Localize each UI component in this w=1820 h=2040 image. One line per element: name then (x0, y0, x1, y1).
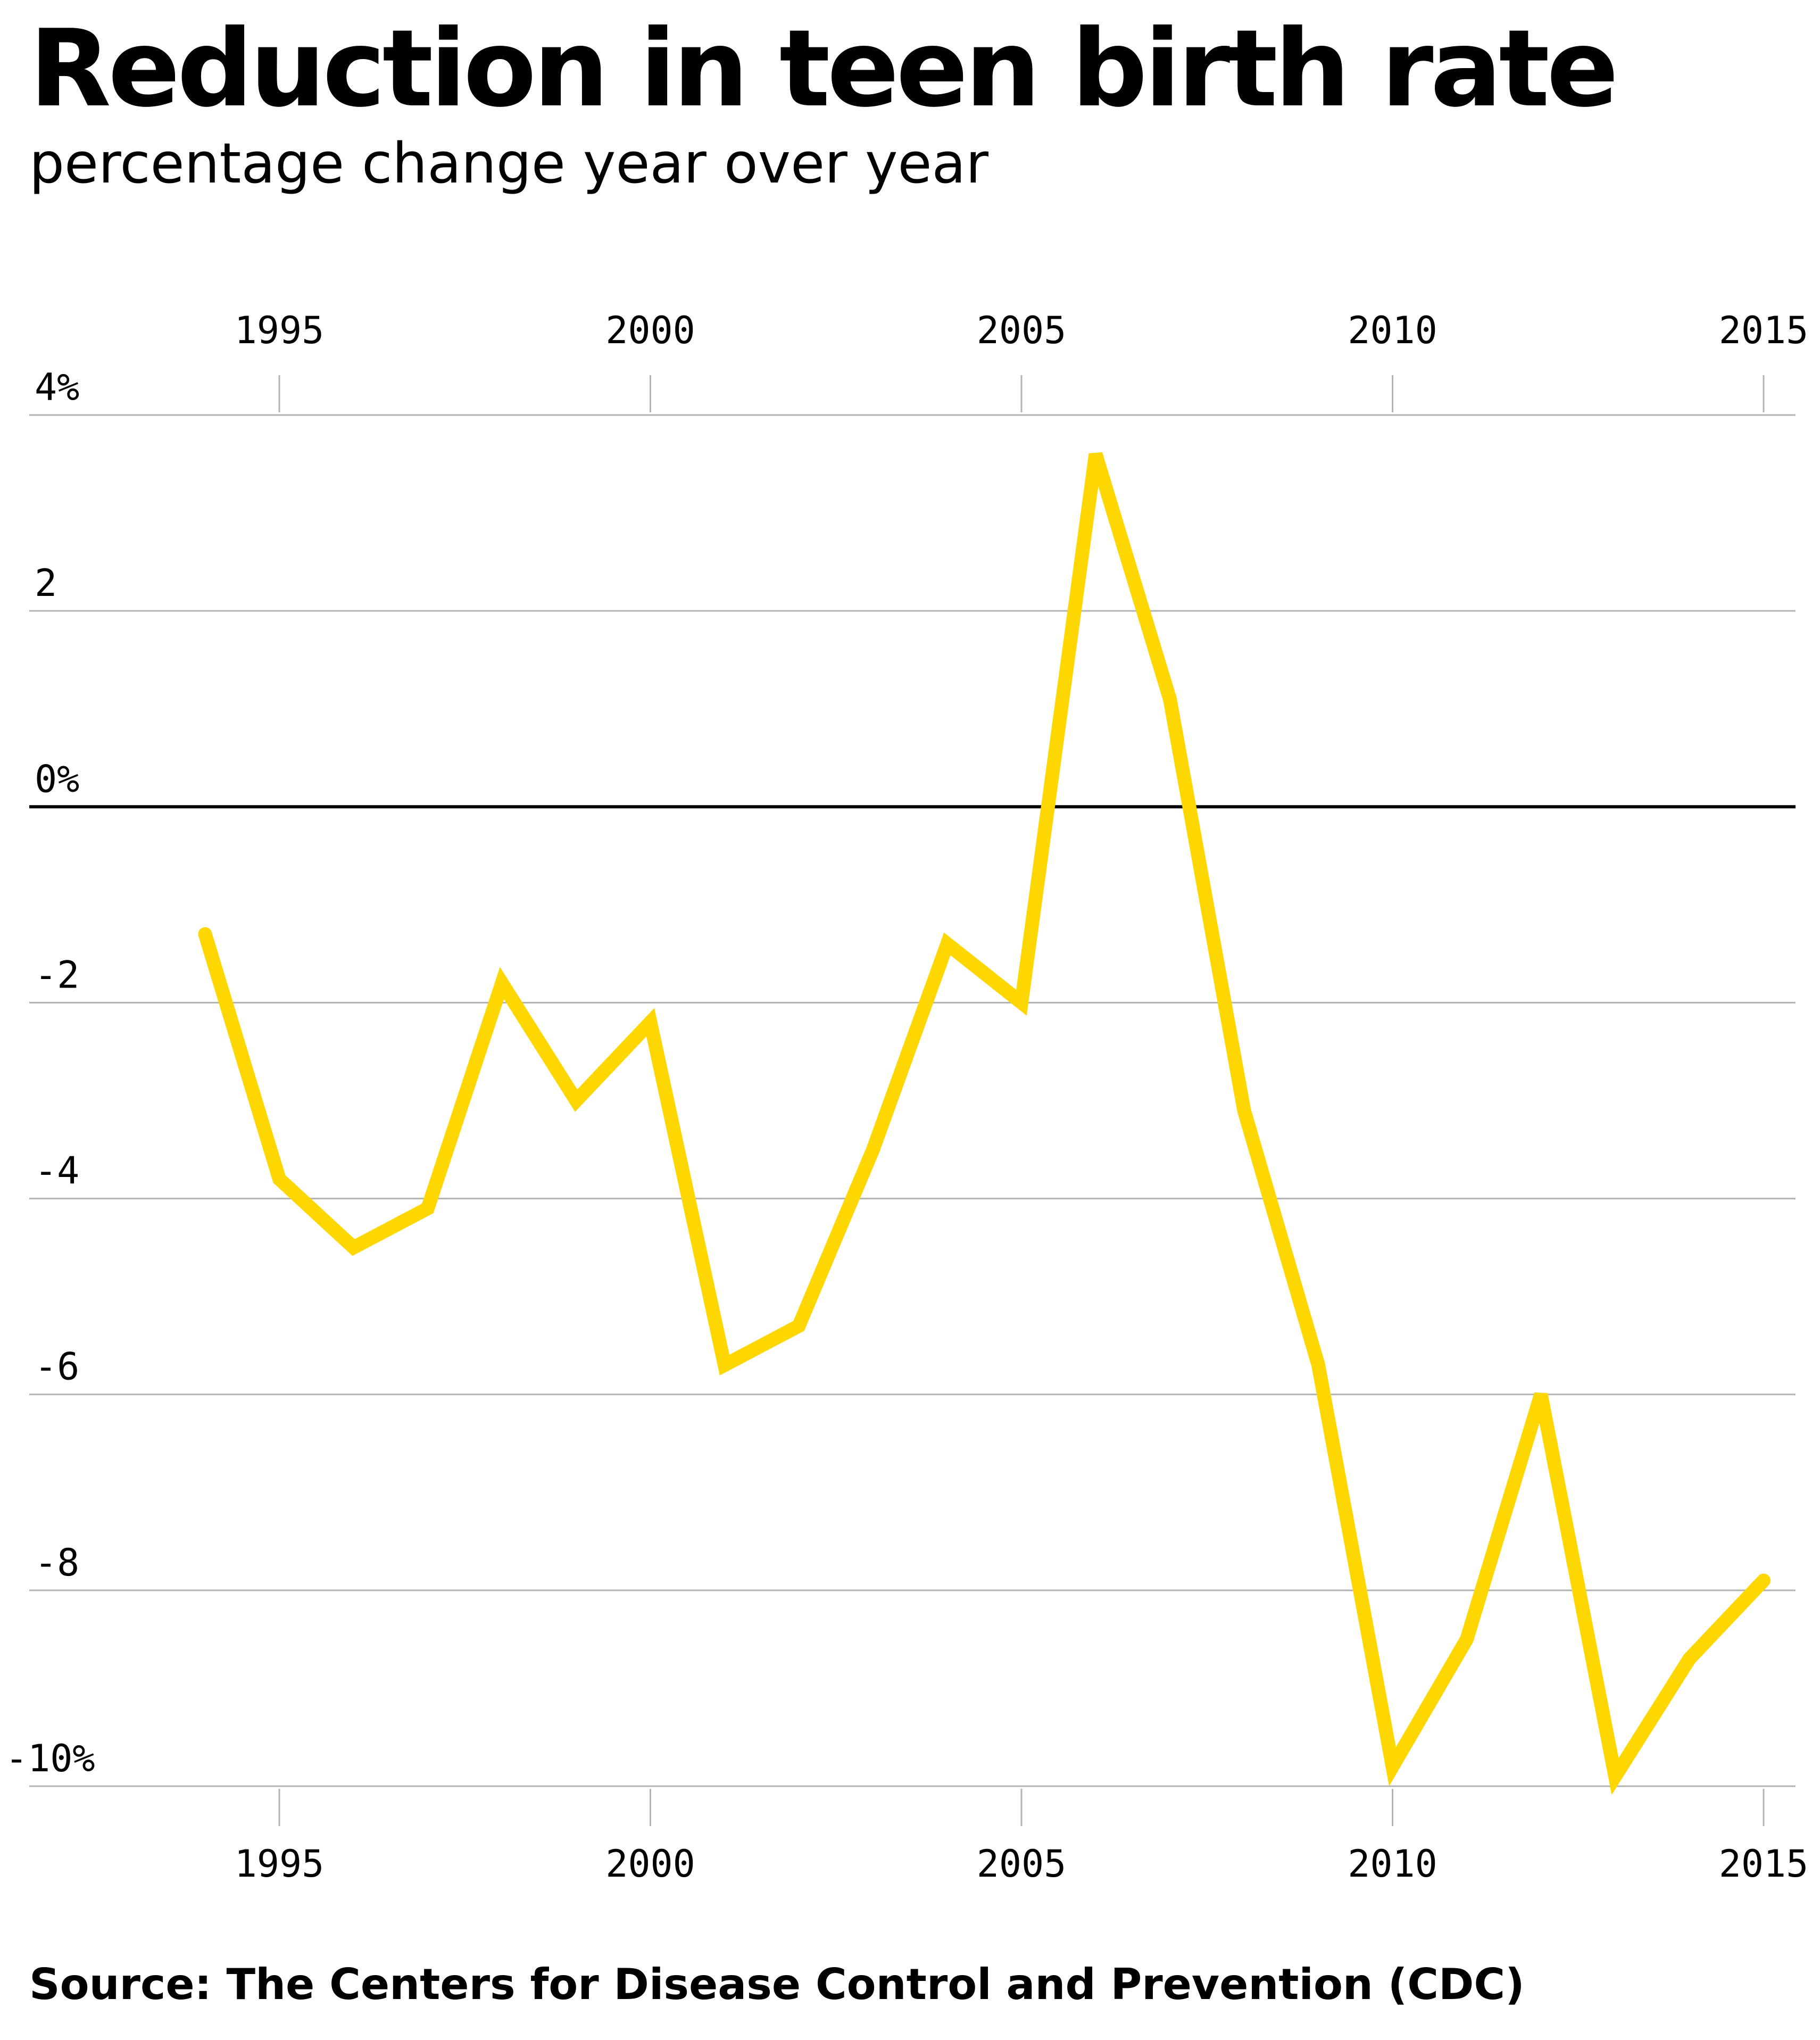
x-tick-label-bottom: 2005 (977, 1842, 1067, 1886)
y-tick-label: -2 (35, 953, 79, 997)
series-line (198, 452, 1771, 1795)
series-layer (198, 452, 1771, 1795)
x-ticks (278, 375, 1765, 1826)
x-tick-label-bottom: 2000 (605, 1842, 695, 1886)
y-tick-label: -6 (35, 1345, 79, 1389)
tick-labels: 4% 2 0% -2 -4 -6 -8 -10% 1995 1995 2000 2000 2005 200… (5, 309, 1808, 1886)
x-tick-label-bottom: 1995 (235, 1842, 325, 1886)
x-tick-label-top: 2015 (1719, 309, 1809, 352)
source-note: Source: The Centers for Disease Control … (29, 1960, 1525, 2009)
x-tick-label-bottom: 2015 (1719, 1842, 1809, 1886)
grid-lines (29, 414, 1796, 1787)
y-tick-label: -8 (35, 1541, 79, 1585)
y-tick-label: 4% (35, 366, 79, 409)
y-tick-label: 0% (35, 757, 79, 801)
y-tick-label: -4 (35, 1149, 79, 1193)
chart-subtitle: percentage change year over year (29, 131, 988, 196)
x-tick-label-bottom: 2010 (1348, 1842, 1437, 1886)
x-tick-label-top: 1995 (235, 309, 325, 352)
y-tick-label: 2 (35, 561, 57, 605)
chart-title: Reduction in teen birth rate (29, 7, 1619, 131)
y-tick-label: -10% (5, 1737, 95, 1780)
x-tick-label-top: 2000 (605, 309, 695, 352)
x-tick-label-top: 2005 (977, 309, 1067, 352)
x-tick-label-top: 2010 (1348, 309, 1437, 352)
